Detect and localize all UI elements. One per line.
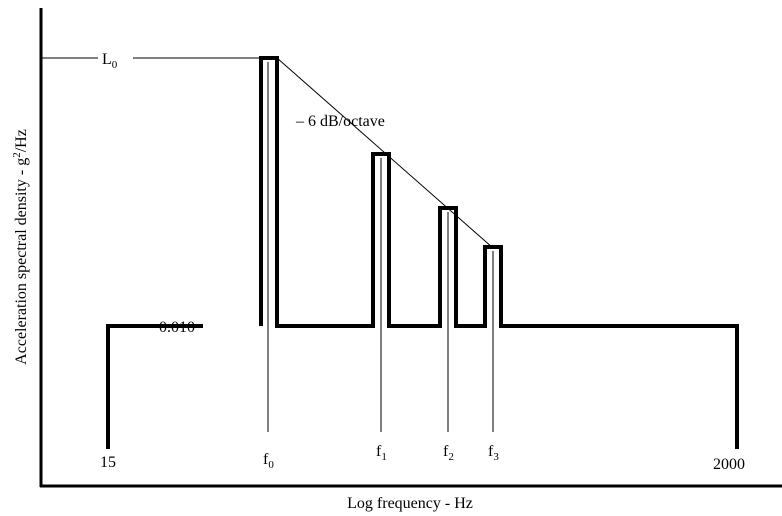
x-axis-title: Log frequency - Hz xyxy=(347,495,473,512)
slope-label: – 6 dB/octave xyxy=(295,113,385,130)
tick-label-f2: f2 xyxy=(443,443,454,463)
slope-line xyxy=(276,57,494,249)
baseline-label: 0.010 xyxy=(159,319,195,336)
tick-label-15: 15 xyxy=(100,454,116,471)
tick-label-f3: f3 xyxy=(488,443,499,463)
tick-label-2000: 2000 xyxy=(713,456,745,473)
y-axis-title: Acceleration spectral density - g2/Hz xyxy=(11,129,30,365)
peak-level-label: L0 xyxy=(102,51,118,71)
tick-label-f0: f0 xyxy=(263,451,274,471)
tick-label-f1: f1 xyxy=(376,443,387,463)
spectrum-profile-line xyxy=(106,56,739,449)
